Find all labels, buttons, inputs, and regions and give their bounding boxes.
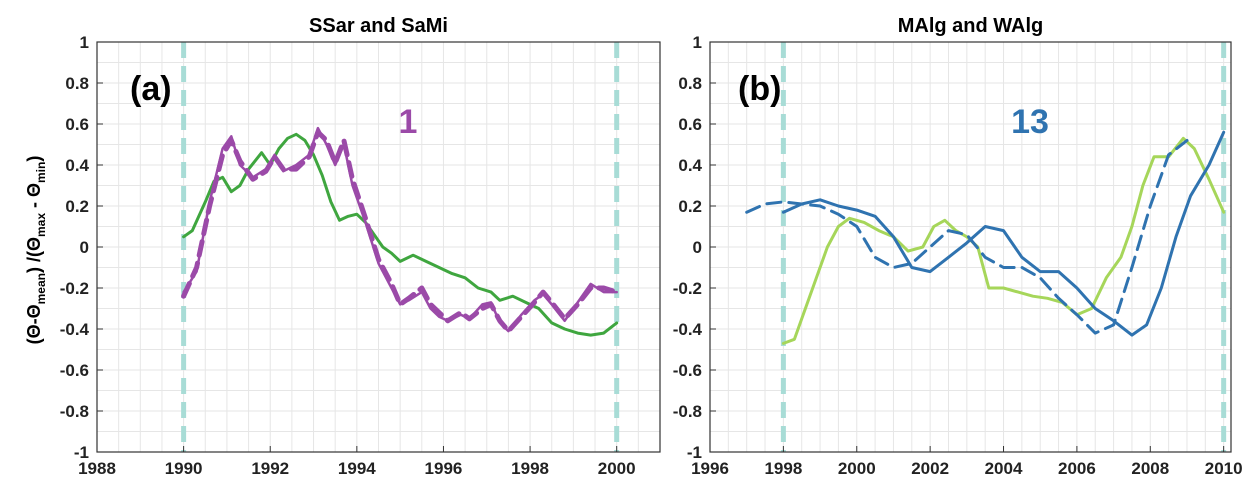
y-tick-label: 0.8 [678,74,702,93]
x-tick-label: 1996 [425,459,463,477]
x-tick-label: 1998 [511,459,549,477]
x-tick-label: 2006 [1058,459,1096,477]
y-tick-label: -1 [687,443,702,462]
panel-b-annotation: 13 [1011,103,1049,141]
x-tick-label: 2010 [1205,459,1243,477]
y-tick-label: -0.6 [673,361,702,380]
y-tick-label: 0.2 [678,197,702,216]
panel-a-vlines [181,42,620,452]
panel-b-label: (b) [738,70,781,108]
y-tick-label: 0.4 [678,156,702,175]
y-tick-label: 0 [80,238,89,257]
panel-b-series [745,130,1226,345]
y-tick-label: -0.8 [673,402,702,421]
y-tick-label: 0.6 [678,115,702,134]
series-line-1 [745,138,1189,335]
panel-b-grid [709,41,1231,453]
panel-a-label: (a) [130,70,172,108]
y-tick-label: -1 [74,443,89,462]
y-tick-label: 1 [80,33,89,52]
panel-b: 1996 1998 2000 2002 2004 2006 2008 2010 -1 -0.8 -0… [673,15,1243,477]
x-tick-label: 1988 [78,459,116,477]
x-tick-label: 2000 [598,459,636,477]
y-tick-label: 0.6 [65,115,89,134]
x-tick-label: 2000 [838,459,876,477]
y-tick-label: -0.2 [673,279,702,298]
panel-b-vlines [780,42,1227,452]
x-tick-label: 1990 [165,459,203,477]
x-tick-label: 1992 [251,459,289,477]
panel-a-grid [96,41,661,453]
series-line-2 [182,126,618,333]
x-tick-label: 1996 [691,459,729,477]
panel-a: 1988 1990 1992 1994 1996 1998 2000 -1 -0.8 -0.6 -0… [60,15,661,477]
y-tick-label: -0.6 [60,361,89,380]
y-tick-label: -0.8 [60,402,89,421]
y-tick-label: 0.4 [65,156,89,175]
y-tick-label: 0.2 [65,197,89,216]
series-line-1 [181,129,620,334]
y-tick-label: 1 [693,33,702,52]
y-axis-label: (Θ-Θmean) /(Θmax - Θmin) [24,156,48,345]
x-tick-label: 2008 [1131,459,1169,477]
panel-a-ticks: 1988 1990 1992 1994 1996 1998 2000 -1 -0.8 -0.6 -0… [60,33,636,477]
panel-b-ticks: 1996 1998 2000 2002 2004 2006 2008 2010 -1 -0.8 -0… [673,33,1243,477]
y-tick-label: 0.8 [65,74,89,93]
x-tick-label: 2004 [985,459,1023,477]
y-tick-label: -0.4 [60,320,90,339]
panel-a-annotation: 1 [399,103,418,141]
series-line-2 [781,130,1226,337]
series-line-0 [781,136,1226,345]
y-tick-label: -0.4 [673,320,703,339]
x-tick-label: 2002 [911,459,949,477]
panel-a-series [181,126,620,337]
y-tick-label: 0 [693,238,702,257]
x-tick-label: 1994 [338,459,376,477]
panel-b-title: MAlg and WAlg [898,15,1044,37]
x-tick-label: 1998 [764,459,802,477]
panel-a-title: SSar and SaMi [309,15,448,37]
y-tick-label: -0.2 [60,279,89,298]
